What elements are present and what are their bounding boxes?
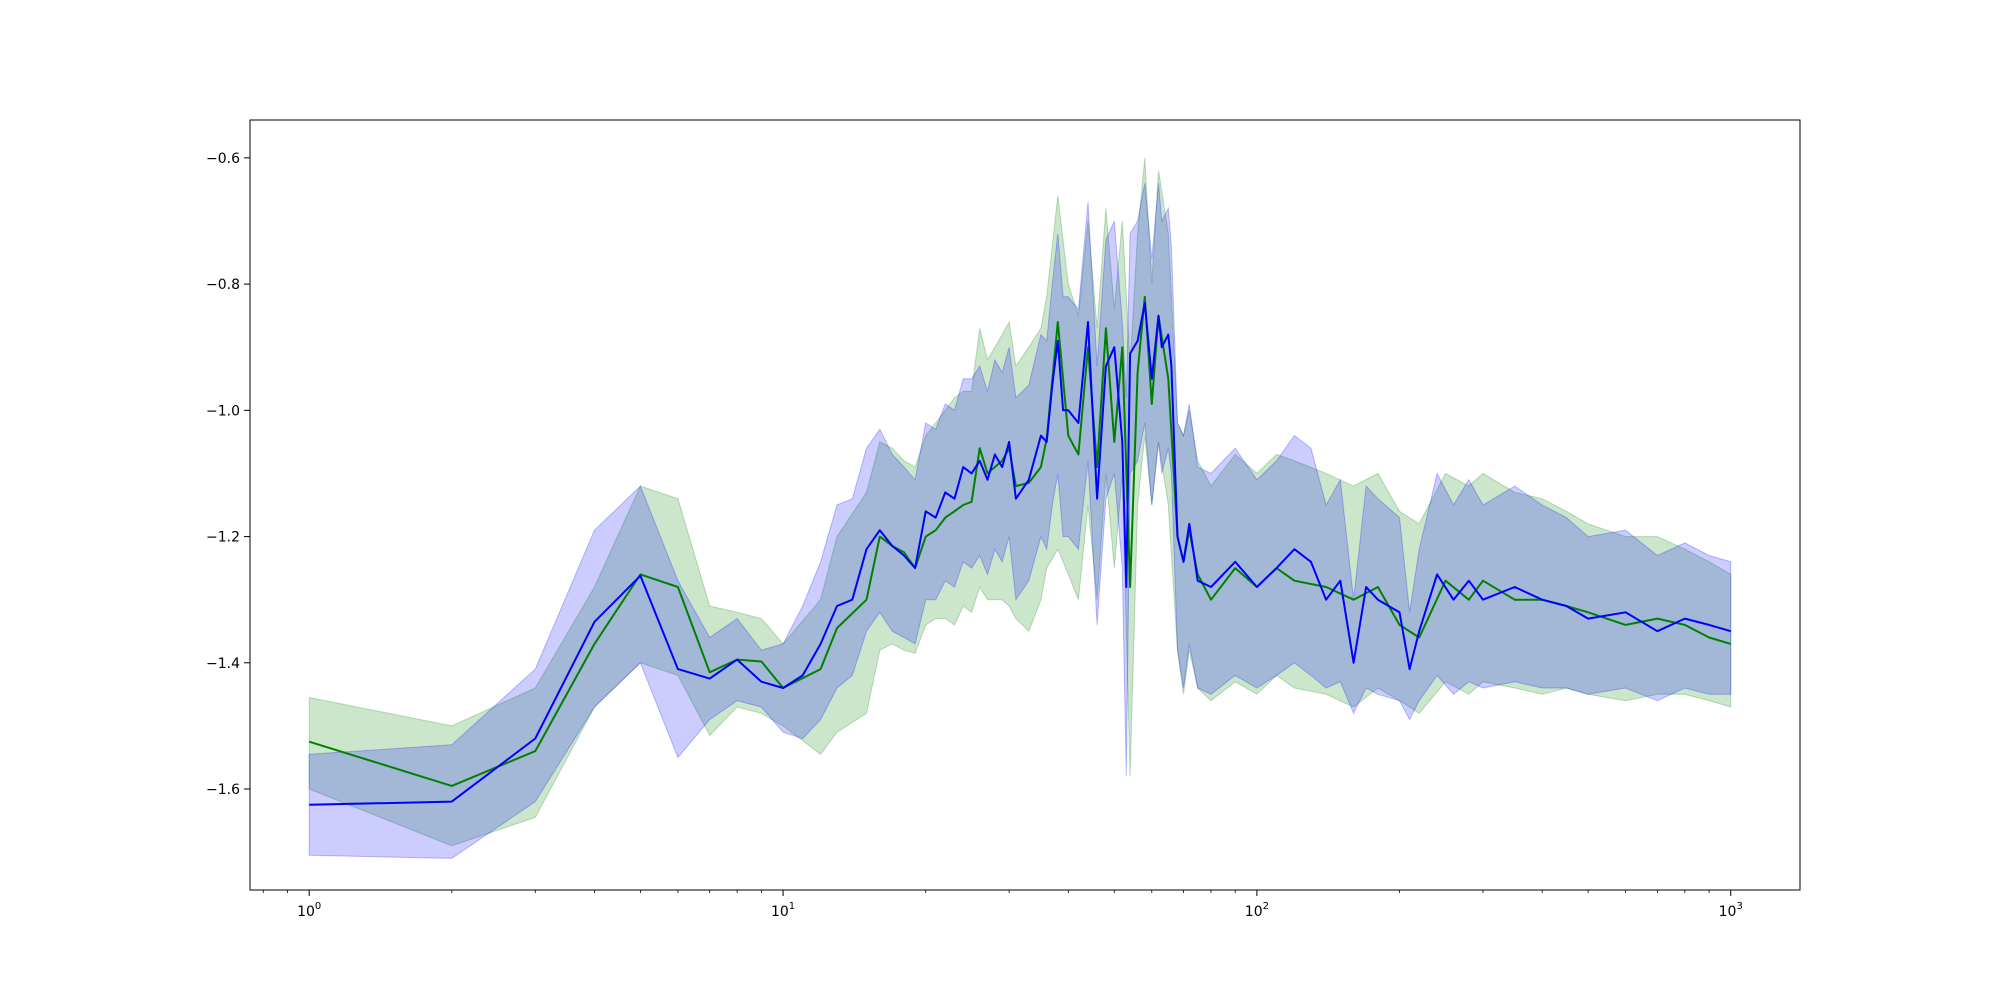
series-0-line [308,295,1732,787]
y-tick-label-3: −1.0 [206,403,240,419]
plot-area-frame [249,119,1801,891]
y-tick-label-1: −1.4 [206,656,240,672]
confidence-bands [308,157,1732,859]
x-tick-label-0: 100 [297,901,321,920]
series-1-band [308,183,1732,859]
x-tick-label-1: 101 [771,901,795,920]
y-tick-label-2: −1.2 [206,530,240,546]
x-axis: 100 101 102 103 [262,890,1743,920]
series-lines [308,295,1732,806]
x-tick-label-3: 103 [1719,901,1743,920]
series-0-band [308,157,1732,847]
y-tick-label-0: −1.6 [206,782,240,798]
y-axis: −1.6 −1.4 −1.2 −1.0 −0.8 −0.6 [206,151,250,798]
y-tick-label-4: −0.8 [206,277,240,293]
x-tick-label-2: 102 [1245,901,1269,920]
y-tick-label-5: −0.6 [206,151,240,167]
series-1-line [309,302,1732,806]
